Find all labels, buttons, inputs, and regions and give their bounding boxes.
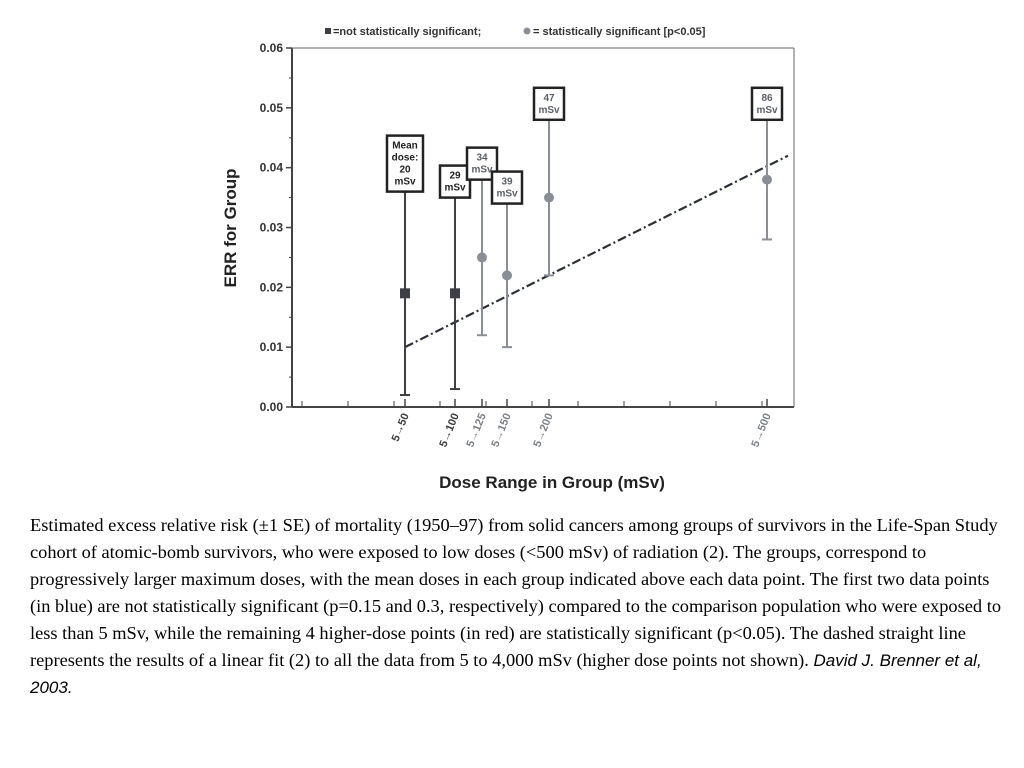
y-tick-label: 0.05 (260, 101, 284, 115)
data-point-circle (477, 252, 487, 263)
y-axis-title: ERR for Group (221, 169, 240, 288)
legend-square-marker (325, 28, 331, 34)
dose-label-text: 86 (761, 93, 773, 104)
dose-label-text: 20 (399, 165, 411, 176)
caption-text: Estimated excess relative risk (±1 SE) o… (30, 515, 1002, 670)
dose-label-text: Mean (392, 141, 418, 152)
dose-label-box (385, 134, 425, 193)
fit-line-segment (404, 154, 789, 349)
dose-label-text: mSv (538, 105, 560, 116)
dose-label-box (438, 164, 472, 199)
dose-label-text: mSv (756, 105, 778, 116)
x-tick-label: 5→100 (437, 412, 461, 449)
x-tick-label: 5→50 (390, 412, 412, 444)
dose-label-box (490, 170, 524, 205)
legend-not-significant-label: =not statistically significant; (333, 26, 481, 38)
dose-label-text: 29 (449, 171, 461, 182)
caption-citation: David J. Brenner et al, 2003. (30, 651, 982, 697)
y-tick-label: 0.01 (260, 340, 284, 354)
dose-label-box (532, 86, 566, 122)
dose-label-text: 47 (543, 93, 555, 104)
data-point-square (400, 288, 410, 299)
dose-label-box (750, 86, 784, 122)
x-tick-label: 5→200 (531, 412, 555, 449)
data-point-circle (762, 174, 772, 185)
legend-significant-label: = statistically significant [p<0.05] (533, 26, 706, 38)
data-point-square (450, 288, 460, 299)
dose-label-text: 39 (501, 177, 513, 188)
err-dose-chart: =not statistically significant; = statis… (210, 14, 800, 500)
y-tick-label: 0.04 (260, 161, 284, 175)
y-tick-label: 0.06 (260, 41, 284, 55)
x-axis-title: Dose Range in Group (mSv) (439, 473, 665, 492)
x-tick-label: 5→125 (464, 412, 488, 449)
x-tick-label: 5→150 (489, 412, 513, 449)
x-minor-ticks (301, 401, 763, 407)
dose-label-text: mSv (444, 183, 466, 194)
figure-caption: Estimated excess relative risk (±1 SE) o… (30, 512, 1005, 701)
dose-label-text: dose: (392, 153, 419, 164)
data-point-circle (502, 270, 512, 281)
dose-label-text: mSv (496, 189, 518, 200)
y-tick-label: 0.00 (260, 400, 284, 414)
y-tick-label: 0.03 (260, 221, 284, 235)
dose-label-text: 34 (476, 153, 488, 164)
x-tick-label: 5→500 (749, 412, 773, 449)
legend: =not statistically significant; = statis… (325, 26, 706, 38)
dose-label-text: mSv (394, 177, 416, 188)
chart-svg: =not statistically significant; = statis… (221, 26, 795, 492)
y-tick-label: 0.02 (260, 280, 284, 294)
y-ticks: 0.00 0.01 0.02 0.03 0.04 0.05 0.06 (260, 41, 292, 414)
linear-fit-line (404, 154, 789, 349)
data-point-circle (544, 192, 554, 203)
legend-circle-marker (523, 27, 531, 35)
dose-label-text: mSv (471, 165, 493, 176)
